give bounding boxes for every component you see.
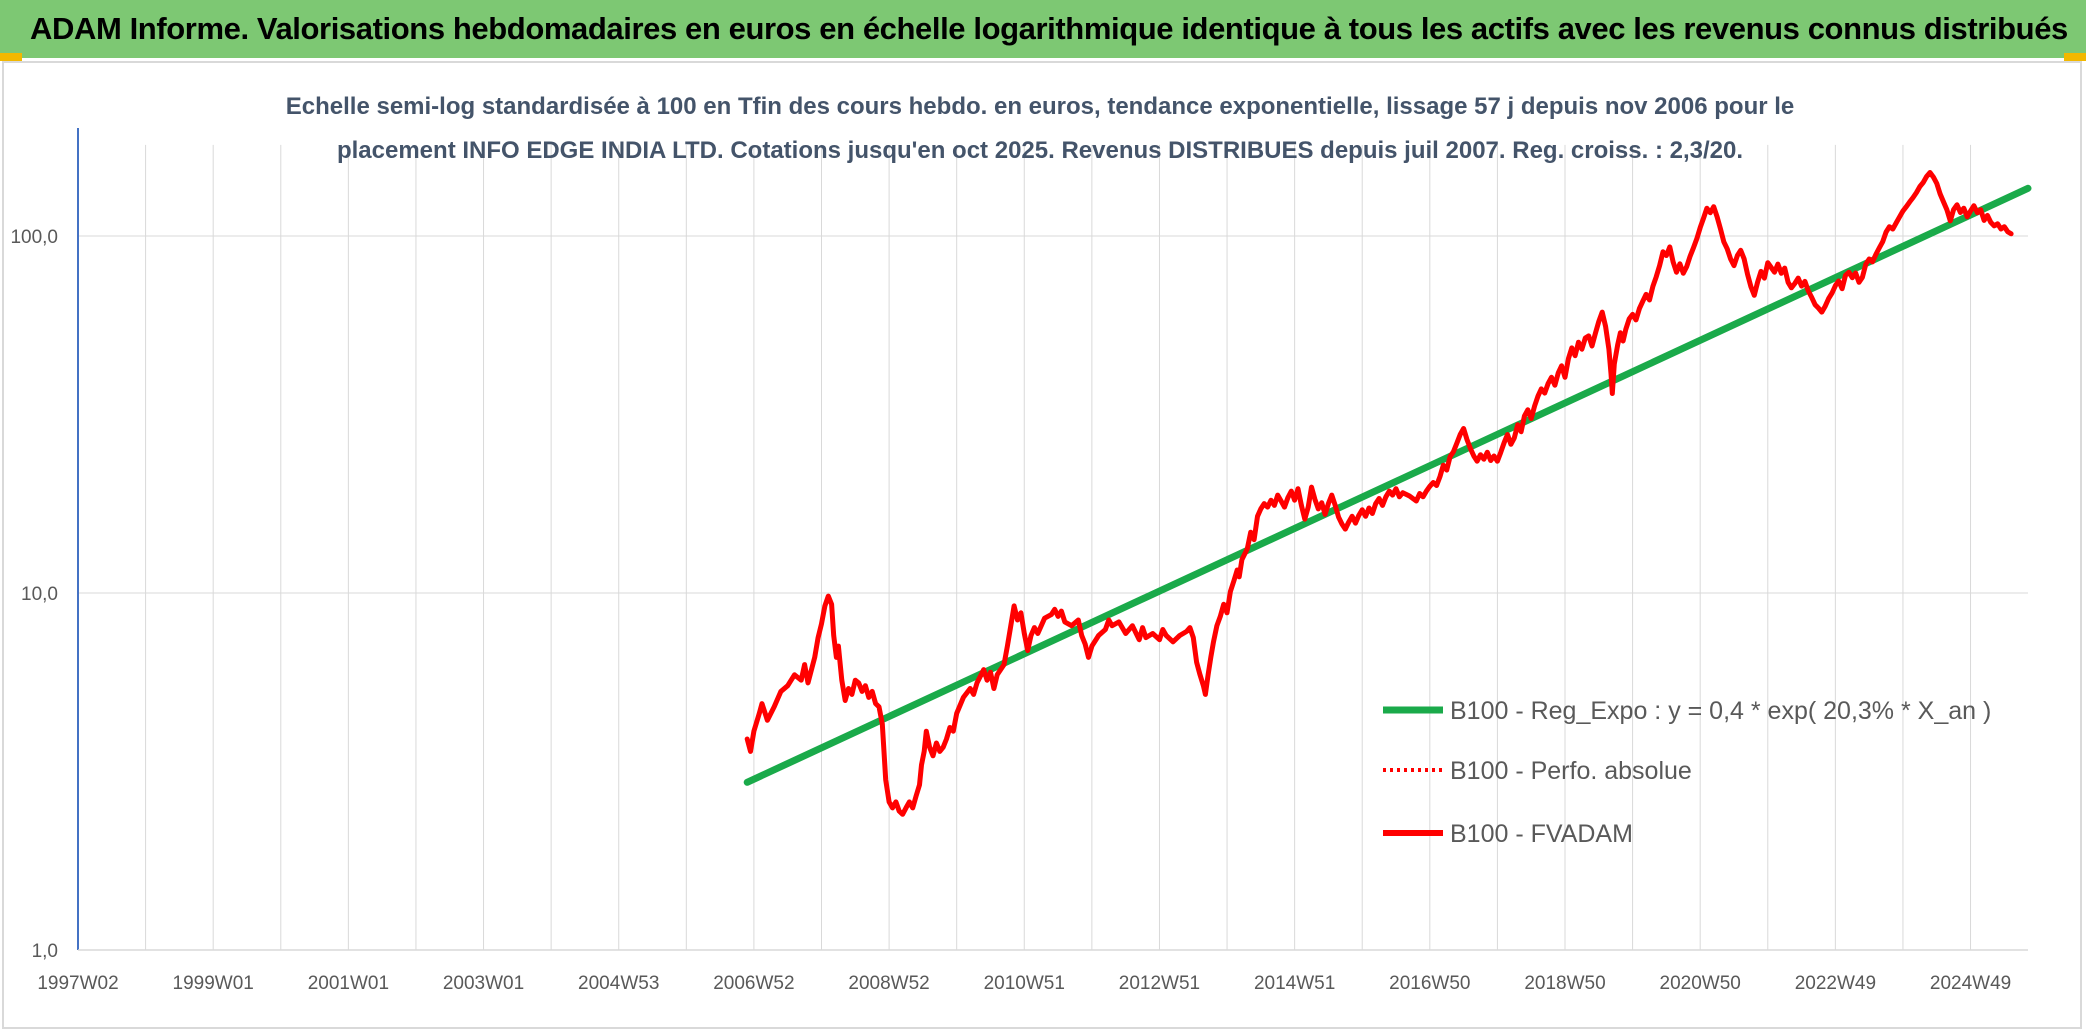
chart-subtitle-line-1: Echelle semi-log standardisée à 100 en T… (286, 93, 1795, 120)
legend-label-perfo: B100 - Perfo. absolue (1450, 757, 1692, 785)
y-tick-label: 1,0 (32, 941, 58, 962)
x-tick-label: 2012W51 (1119, 973, 1200, 994)
tick-labels: 1997W02 1999W01 2001W01 2003W01 2004W53 2006W… (10, 227, 2011, 994)
x-tick-label: 1997W02 (37, 973, 118, 994)
x-tick-label: 2004W53 (578, 973, 659, 994)
y-tick-label: 10,0 (21, 584, 58, 605)
chart-subtitle-line-2: placement INFO EDGE INDIA LTD. Cotations… (337, 137, 1743, 164)
legend-label-trend: B100 - Reg_Expo : y = 0,4 * exp( 20,3% *… (1450, 697, 1991, 725)
legend-label-fvadam: B100 - FVADAM (1450, 820, 1633, 848)
x-tick-label: 2003W01 (443, 973, 524, 994)
x-tick-label: 2022W49 (1795, 973, 1876, 994)
x-tick-label: 2024W49 (1930, 973, 2011, 994)
corner-mark-right (2064, 53, 2086, 61)
x-tick-label: 2001W01 (308, 973, 389, 994)
legend: B100 - Reg_Expo : y = 0,4 * exp( 20,3% *… (1383, 697, 1991, 848)
x-tick-label: 2008W52 (848, 973, 929, 994)
report-banner: ADAM Informe. Valorisations hebdomadaire… (0, 0, 2086, 58)
report-title: ADAM Informe. Valorisations hebdomadaire… (30, 11, 2068, 46)
x-tick-label: 2014W51 (1254, 973, 1335, 994)
series-line-2 (744, 170, 2014, 817)
x-tick-label: 2018W50 (1524, 973, 1605, 994)
corner-mark-left (0, 53, 22, 61)
x-tick-label: 2020W50 (1660, 973, 1741, 994)
y-tick-label: 100,0 (10, 227, 58, 248)
x-tick-label: 2016W50 (1389, 973, 1470, 994)
series (743, 170, 2032, 817)
x-tick-label: 2010W51 (984, 973, 1065, 994)
x-tick-label: 2006W52 (713, 973, 794, 994)
series-line-0 (743, 184, 2032, 786)
x-tick-label: 1999W01 (173, 973, 254, 994)
